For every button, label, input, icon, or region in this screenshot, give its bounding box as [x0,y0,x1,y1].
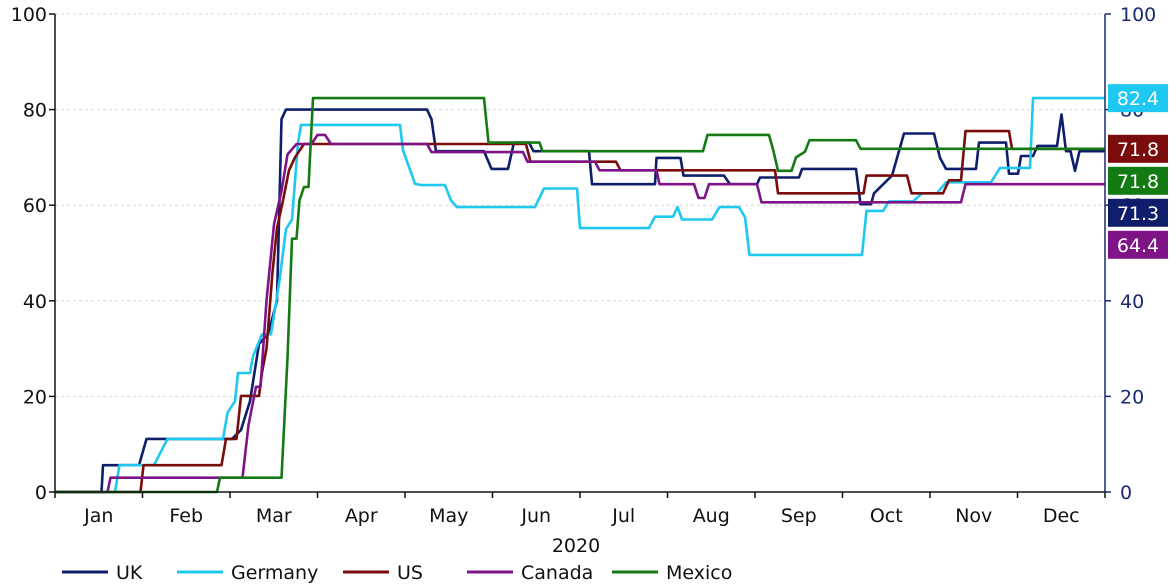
series-line-germany [55,96,1105,494]
x-tick-label: Sep [781,505,817,527]
legend: UK Germany US Canada Mexico [62,562,732,584]
x-tick-label: Jun [520,505,551,527]
series-line-us [55,129,1105,494]
end-label-box [1108,134,1168,163]
x-tick-label: Oct [870,505,903,527]
end-label-value: 71.8 [1117,139,1159,161]
y-tick-label-left: 20 [23,386,47,408]
series-line-canada [55,133,1105,494]
y-tick-label-left: 0 [35,482,47,504]
y-tick-label-left: 60 [23,195,47,217]
legend-label: Mexico [666,562,732,584]
x-tick-label: Apr [345,505,378,527]
x-tick-label: Jan [83,505,113,527]
legend-label: UK [116,562,143,584]
x-tick-label: Mar [256,505,292,527]
legend-label: Canada [521,562,593,584]
legend-label: Germany [231,562,318,584]
x-tick-label: May [429,505,468,527]
series-line-mexico [55,96,1105,494]
x-tick-label: Dec [1043,505,1080,527]
end-label-value: 71.3 [1117,203,1159,225]
y-tick-label-right: 0 [1120,482,1132,504]
y-tick-label-right: 20 [1120,386,1144,408]
y-tick-label-right: 40 [1120,291,1144,313]
end-label-value: 71.8 [1117,171,1159,193]
end-label-box [1108,84,1168,113]
y-tick-label-right: 100 [1120,4,1156,26]
grid-lines [55,13,1105,397]
y-tick-label-left: 80 [23,100,47,122]
axes: 002020404060608080100100JanFebMarAprMayJ… [11,4,1157,527]
x-tick-label: Jul [611,505,635,527]
legend-label: US [397,562,423,584]
x-tick-label: Feb [169,505,203,527]
end-label-value: 64.4 [1117,235,1159,257]
series-lines [55,96,1105,494]
end-value-labels: 82.4 71.8 71.8 71.3 64.4 [1108,84,1168,259]
end-label-box [1108,166,1168,195]
end-label-box [1108,230,1168,259]
x-tick-label: Aug [693,505,730,527]
x-tick-label: Nov [955,505,992,527]
y-tick-label-left: 40 [23,291,47,313]
x-axis-title: 2020 [552,535,600,557]
y-tick-label-left: 100 [11,4,47,26]
end-label-box [1108,198,1168,227]
end-label-value: 82.4 [1117,88,1159,110]
